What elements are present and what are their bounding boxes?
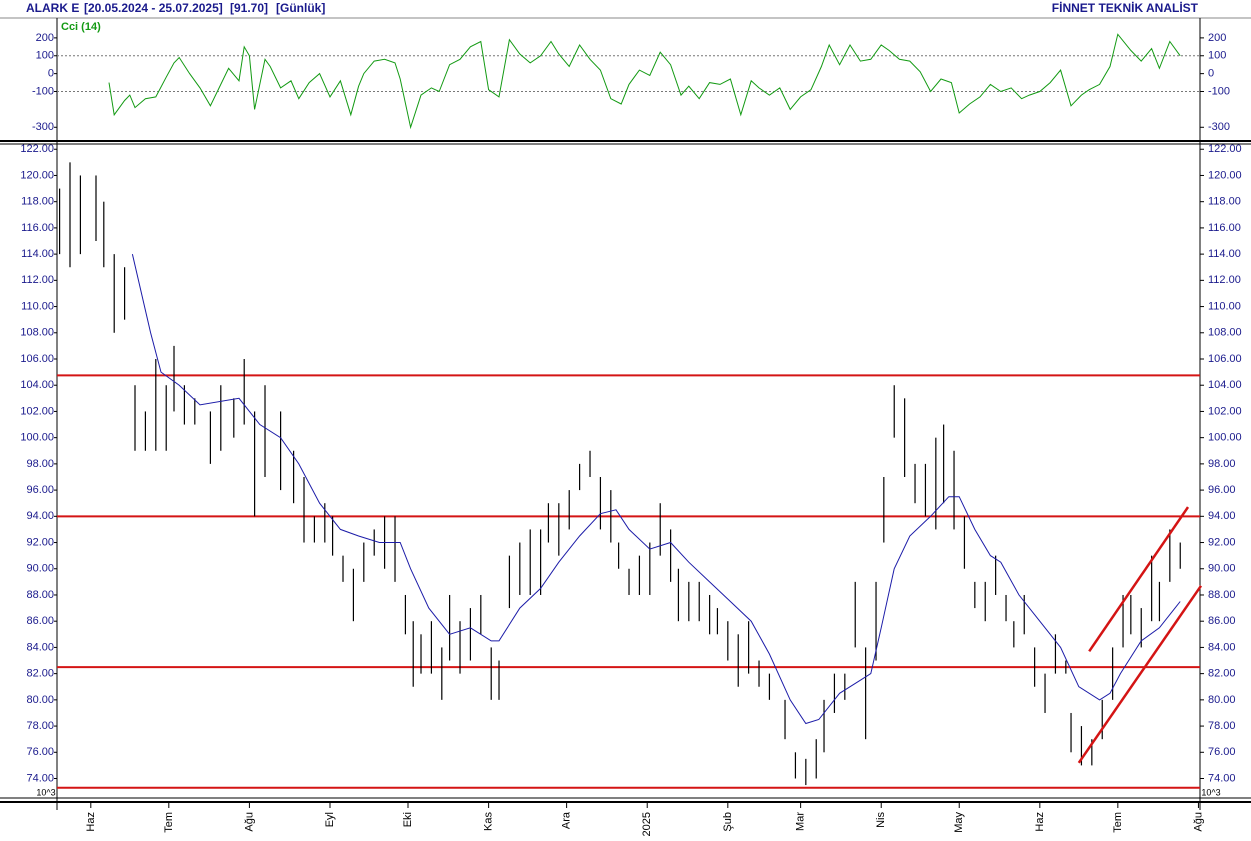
y-tick-label: 120.00 <box>1208 169 1242 181</box>
y-tick-label: 120.00 <box>20 169 54 181</box>
x-tick-label: Haz <box>1034 812 1046 832</box>
y-tick-label: 80.00 <box>26 694 54 706</box>
y-tick-label: -100 <box>32 85 54 97</box>
y-tick-label: 80.00 <box>1208 694 1236 706</box>
y-tick-label: 88.00 <box>26 589 54 601</box>
cci-title: Cci (14) <box>61 21 101 33</box>
y-tick-label: 108.00 <box>20 327 54 339</box>
x-tick-label: Ara <box>561 811 573 829</box>
y-tick-label: 106.00 <box>1208 353 1242 365</box>
y-tick-label: 114.00 <box>21 248 54 260</box>
x-tick-label: Ağu <box>243 812 255 832</box>
y-tick-label: 90.00 <box>26 563 54 575</box>
brand: FİNNET TEKNİK ANALİST <box>1052 0 1199 15</box>
y-tick-label: 118.00 <box>21 196 54 208</box>
x-tick-label: Mar <box>795 812 807 831</box>
y-tick-label: 112.00 <box>21 274 54 286</box>
y-tick-label: 94.00 <box>1208 510 1236 522</box>
symbol: ALARK E <box>26 1 79 15</box>
y-tick-label: 112.00 <box>1208 274 1241 286</box>
y-tick-label: 104.00 <box>20 379 54 391</box>
y-tick-label: 98.00 <box>1208 458 1236 470</box>
y-tick-label: 122.00 <box>1208 143 1242 155</box>
y-tick-label: 200 <box>1208 32 1226 44</box>
y-tick-label: 96.00 <box>26 484 54 496</box>
x-tick-label: Kas <box>483 812 495 831</box>
y-tick-label: 108.00 <box>1208 327 1242 339</box>
y-tick-label: 88.00 <box>1208 589 1236 601</box>
y-tick-label: 76.00 <box>26 746 54 758</box>
y-tick-label: 110.00 <box>21 300 54 312</box>
y-tick-label: 102.00 <box>20 405 54 417</box>
y-tick-label: 100 <box>36 50 54 62</box>
y-tick-label: 0 <box>1208 68 1214 80</box>
y-tick-label: 78.00 <box>1208 720 1236 732</box>
trend-line <box>1088 506 1190 653</box>
x-tick-label: Ağu <box>1192 812 1204 832</box>
y-tick-label: -100 <box>1208 85 1230 97</box>
y-tick-label: 100.00 <box>1208 432 1242 444</box>
y-tick-label: 116.00 <box>1208 222 1241 234</box>
y-tick-label: 96.00 <box>1208 484 1236 496</box>
moving-average <box>131 253 1181 725</box>
x-tick-label: Şub <box>722 812 734 832</box>
y-tick-label: 86.00 <box>1208 615 1236 627</box>
x-tick-label: 2025 <box>641 812 653 836</box>
x-tick-label: Eyl <box>324 812 336 827</box>
y-tick-label: -300 <box>32 121 54 133</box>
y-tick-label: 116.00 <box>21 222 54 234</box>
scale-note: 10^3 <box>36 787 55 797</box>
y-tick-label: 122.00 <box>20 143 54 155</box>
y-tick-label: 94.00 <box>26 510 54 522</box>
y-tick-label: 92.00 <box>26 536 54 548</box>
y-tick-label: 84.00 <box>26 641 54 653</box>
y-tick-label: 118.00 <box>1208 196 1241 208</box>
y-tick-label: 104.00 <box>1208 379 1242 391</box>
scale-note: 10^3 <box>1201 787 1220 797</box>
y-tick-label: 102.00 <box>1208 405 1242 417</box>
y-tick-label: 100 <box>1208 50 1226 62</box>
y-tick-label: 82.00 <box>1208 668 1236 680</box>
y-tick-label: 0 <box>48 68 54 80</box>
y-tick-label: 86.00 <box>26 615 54 627</box>
y-tick-label: 82.00 <box>26 668 54 680</box>
y-tick-label: 90.00 <box>1208 563 1236 575</box>
x-tick-label: Tem <box>1112 812 1124 833</box>
cci-line <box>108 33 1181 130</box>
y-tick-label: 74.00 <box>1208 772 1236 784</box>
y-tick-label: 98.00 <box>26 458 54 470</box>
x-tick-label: Haz <box>85 812 97 832</box>
y-tick-label: 84.00 <box>1208 641 1236 653</box>
x-tick-label: Nis <box>875 812 887 828</box>
y-tick-label: 200 <box>36 32 54 44</box>
y-tick-label: 74.00 <box>26 772 54 784</box>
period: [Günlük] <box>276 1 325 15</box>
x-tick-label: Eki <box>402 812 414 827</box>
y-tick-label: 76.00 <box>1208 746 1236 758</box>
trend-line <box>1077 585 1203 764</box>
y-tick-label: 100.00 <box>20 432 54 444</box>
y-tick-label: 92.00 <box>1208 536 1236 548</box>
y-tick-label: -300 <box>1208 121 1230 133</box>
y-tick-label: 110.00 <box>1208 300 1241 312</box>
x-tick-label: Tem <box>163 812 175 833</box>
y-tick-label: 106.00 <box>20 353 54 365</box>
x-tick-label: May <box>953 812 965 833</box>
date-range: [20.05.2024 - 25.07.2025] <box>84 1 223 15</box>
y-tick-label: 78.00 <box>26 720 54 732</box>
last-price: [91.70] <box>230 1 268 15</box>
y-tick-label: 114.00 <box>1208 248 1241 260</box>
